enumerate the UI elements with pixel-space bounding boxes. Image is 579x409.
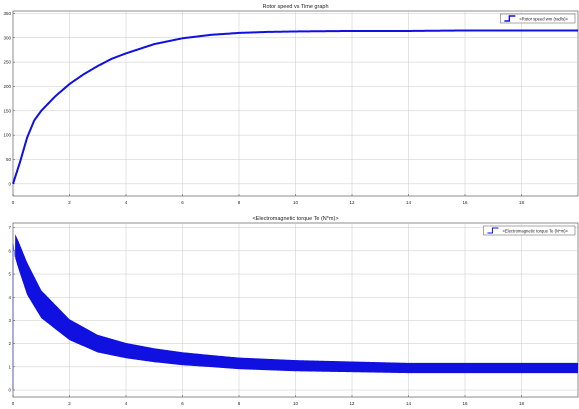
x-tick-label: 2	[68, 401, 71, 406]
y-tick-label: 250	[3, 60, 11, 65]
rotor-speed-legend-box	[500, 13, 576, 24]
x-tick-label: 4	[125, 200, 128, 205]
y-tick-label: 0	[8, 388, 11, 393]
y-tick-label: 4	[8, 295, 11, 300]
y-tick-label: 0	[8, 181, 11, 186]
y-tick-label: 100	[3, 133, 11, 138]
x-tick-label: 6	[181, 200, 184, 205]
y-tick-label: 3	[8, 318, 11, 323]
x-tick-label: 10	[293, 200, 299, 205]
rotor-speed-series-line	[12, 29, 578, 185]
y-tick-label: 50	[6, 157, 12, 162]
x-tick-label: 8	[238, 401, 241, 406]
y-tick-label: 2	[8, 341, 11, 346]
x-tick-label: 14	[406, 401, 412, 406]
x-tick-label: 12	[349, 200, 355, 205]
y-tick-label: 200	[3, 84, 11, 89]
rotor-speed-legend-label: <Rotor speed wm (rad/s)>	[519, 17, 568, 22]
torque-legend-label: <Electromagnetic torque Te (N*m)>	[502, 229, 568, 234]
x-tick-label: 14	[406, 200, 412, 205]
x-tick-label: 18	[519, 200, 525, 205]
rotor-speed-grid	[13, 11, 578, 196]
x-tick-label: 4	[125, 401, 128, 406]
rotor-speed-title: Rotor speed vs Time graph	[262, 4, 328, 10]
x-tick-label: 0	[12, 200, 15, 205]
torque-title: <Electromagnetic torque Te (N*m)>	[252, 216, 338, 222]
torque-series-band	[15, 234, 578, 374]
x-tick-label: 10	[293, 401, 299, 406]
legend-step-icon	[504, 15, 516, 22]
y-tick-label: 6	[8, 248, 11, 253]
torque-legend-box	[483, 225, 576, 236]
legend-step-icon	[487, 227, 499, 234]
y-tick-label: 1	[8, 364, 11, 369]
x-tick-label: 2	[68, 200, 71, 205]
y-tick-label: 150	[3, 108, 11, 113]
rotor-speed-ticks: 0 2 4 6 8 10 12 14 16 18 0 50 100 150 200 250 300 350	[3, 11, 524, 205]
y-tick-label: 300	[3, 35, 11, 40]
torque-series-line	[12, 235, 579, 391]
x-tick-label: 16	[462, 401, 468, 406]
y-tick-label: 7	[8, 225, 11, 230]
torque-legend: <Electromagnetic torque Te (N*m)>	[483, 225, 576, 236]
torque-plot: <Electromagnetic torque Te (N*m)> 0 2 4 6 8 1…	[8, 216, 579, 406]
rotor-speed-legend: <Rotor speed wm (rad/s)>	[500, 13, 576, 24]
x-tick-label: 8	[238, 200, 241, 205]
y-tick-label: 350	[3, 11, 11, 16]
x-tick-label: 12	[349, 401, 355, 406]
y-tick-label: 5	[8, 272, 11, 277]
x-tick-label: 0	[12, 401, 15, 406]
rotor-speed-plot: Rotor speed vs Time graph 0 2 4 6 8 10 12 14 16 1…	[3, 4, 579, 205]
x-tick-label: 6	[181, 401, 184, 406]
x-tick-label: 18	[519, 401, 525, 406]
x-tick-label: 16	[462, 200, 468, 205]
